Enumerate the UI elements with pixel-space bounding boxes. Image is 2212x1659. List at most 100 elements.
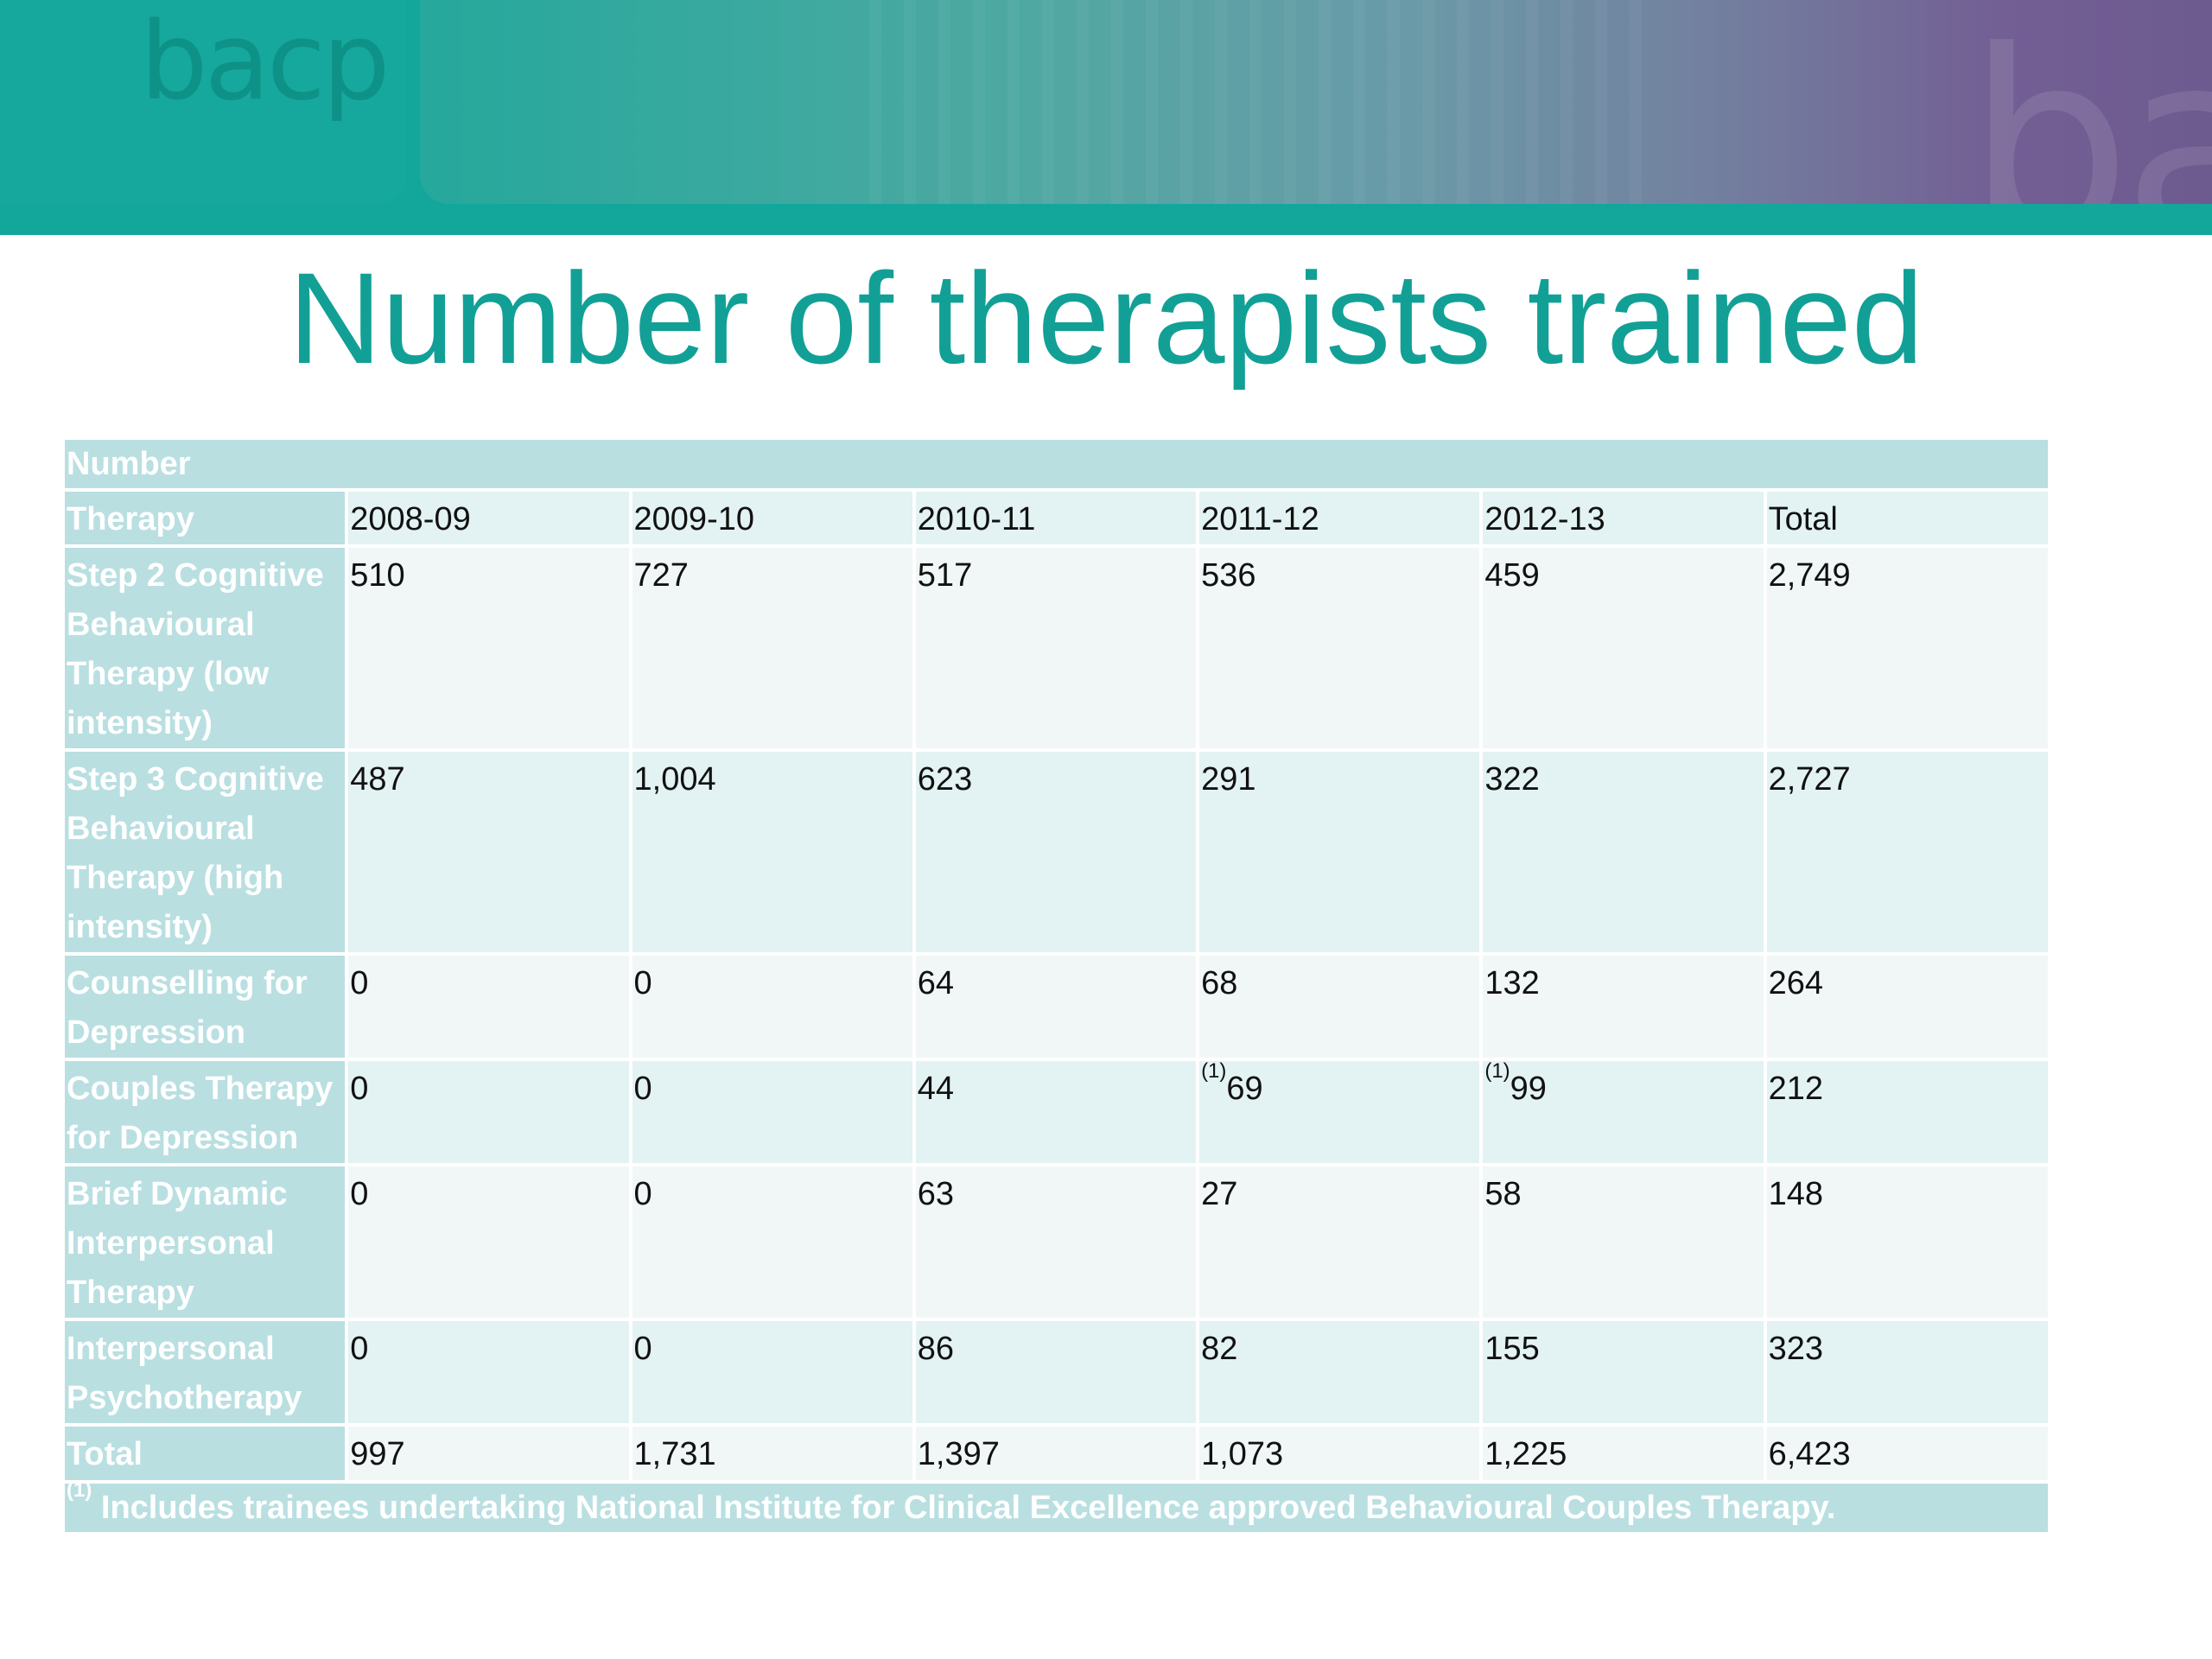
footnote-text: Includes trainees undertaking National I… xyxy=(92,1490,1836,1526)
row-label: Brief Dynamic Interpersonal Therapy xyxy=(65,1166,346,1318)
cell-value: 291 xyxy=(1201,761,1256,798)
row-label: Step 3 Cognitive Behavioural Therapy (hi… xyxy=(65,752,346,952)
row-label: Couples Therapy for Depression xyxy=(65,1061,346,1163)
logo-panel: bacp xyxy=(0,0,406,204)
cell-value: 264 xyxy=(1768,965,1823,1001)
footnote-marker: (1) xyxy=(1201,1059,1227,1083)
column-header-2010-11: 2010-11 xyxy=(915,492,1197,544)
table-cell: 0 xyxy=(632,1061,912,1163)
cell-value: 86 xyxy=(917,1331,955,1367)
cell-value: 1,225 xyxy=(1484,1436,1567,1472)
column-header-therapy: Therapy xyxy=(65,492,346,544)
row-label: Step 2 Cognitive Behavioural Therapy (lo… xyxy=(65,548,346,748)
cell-value: 1,073 xyxy=(1201,1436,1284,1472)
cell-value: 148 xyxy=(1768,1176,1823,1212)
cell-value: 0 xyxy=(633,965,652,1001)
table-caption-row: Number xyxy=(65,440,2048,488)
cell-value: 58 xyxy=(1484,1176,1522,1212)
table-cell: 0 xyxy=(348,1166,629,1318)
bacp-logo: bacp xyxy=(140,0,391,124)
table-cell: 291 xyxy=(1199,752,1480,952)
table-cell: 487 xyxy=(348,752,629,952)
table-cell: 997 xyxy=(348,1427,629,1480)
table-cell: 459 xyxy=(1483,548,1764,748)
table-cell: 63 xyxy=(915,1166,1197,1318)
cell-value: 27 xyxy=(1201,1176,1238,1212)
cell-value: 44 xyxy=(917,1071,955,1107)
table-cell: 2,727 xyxy=(1766,752,2048,952)
table-cell: (1)69 xyxy=(1199,1059,1480,1163)
table-cell: 82 xyxy=(1199,1321,1480,1423)
therapists-table: Number Therapy 2008-09 2009-10 2010-11 2… xyxy=(61,436,2051,1535)
table-cell: 0 xyxy=(632,1166,912,1318)
table-caption: Number xyxy=(65,440,2048,488)
cell-value: 0 xyxy=(633,1176,652,1212)
cell-value: 536 xyxy=(1201,557,1256,594)
table-cell: 1,731 xyxy=(632,1427,912,1480)
cell-value: 1,004 xyxy=(633,761,716,798)
cell-value: 0 xyxy=(350,1071,369,1107)
column-header-2009-10: 2009-10 xyxy=(632,492,912,544)
table-cell: 623 xyxy=(915,752,1197,952)
cell-value: 155 xyxy=(1484,1331,1540,1367)
cell-value: 212 xyxy=(1768,1071,1823,1107)
table-cell: 322 xyxy=(1483,752,1764,952)
cell-value: 0 xyxy=(350,965,369,1001)
column-header-2012-13: 2012-13 xyxy=(1483,492,1764,544)
cell-value: 0 xyxy=(350,1331,369,1367)
row-label: Counselling for Depression xyxy=(65,956,346,1058)
table-cell: 132 xyxy=(1483,956,1764,1058)
table-cell: 27 xyxy=(1199,1166,1480,1318)
table-cell: 0 xyxy=(348,956,629,1058)
cell-value: 1,397 xyxy=(917,1436,1000,1472)
table-row: Step 2 Cognitive Behavioural Therapy (lo… xyxy=(65,548,2048,748)
table-cell: 86 xyxy=(915,1321,1197,1423)
cell-value: 0 xyxy=(350,1176,369,1212)
table-cell: (1)99 xyxy=(1483,1061,1764,1163)
cell-value: 0 xyxy=(633,1331,652,1367)
cell-value: 0 xyxy=(633,1071,652,1107)
table-cell: 323 xyxy=(1766,1321,2048,1423)
cell-value: 64 xyxy=(917,965,955,1001)
table-cell: 0 xyxy=(632,956,912,1058)
table-row: Couples Therapy for Depression 0 0 44 (1)69(… xyxy=(65,1061,2048,1163)
row-label: Total xyxy=(65,1427,346,1480)
cell-value: 2,727 xyxy=(1768,761,1851,798)
cell-value: 997 xyxy=(350,1436,405,1472)
table-cell: 155 xyxy=(1483,1321,1764,1423)
table-total-row: Total 997 1,731 1,397 1,073 1,225 6,423 xyxy=(65,1427,2048,1480)
bacp-watermark: bacp xyxy=(1967,0,2212,205)
cell-value: 322 xyxy=(1484,761,1540,798)
table-cell: 1,225 xyxy=(1483,1427,1764,1480)
table-row: Brief Dynamic Interpersonal Therapy 0 0 63 2… xyxy=(65,1166,2048,1318)
footnote: (1) Includes trainees undertaking Nation… xyxy=(65,1480,2048,1532)
header-stripes xyxy=(869,0,1647,204)
table-cell: 64 xyxy=(915,956,1197,1058)
table-cell: 536 xyxy=(1199,548,1480,748)
cell-value: 6,423 xyxy=(1768,1436,1851,1472)
column-header-2008-09: 2008-09 xyxy=(348,492,629,544)
column-header-total: Total xyxy=(1766,492,2048,544)
table-cell: 148 xyxy=(1766,1166,2048,1318)
table-cell: 517 xyxy=(915,548,1197,748)
cell-value: 727 xyxy=(633,557,689,594)
table-cell: 0 xyxy=(632,1321,912,1423)
table-row: Interpersonal Psychotherapy 0 0 86 82 155 323 xyxy=(65,1321,2048,1423)
cell-value: 510 xyxy=(350,557,405,594)
page-title: Number of therapists trained xyxy=(288,245,1924,391)
table-row: Counselling for Depression 0 0 64 68 132 264 xyxy=(65,956,2048,1058)
table-cell: 58 xyxy=(1483,1166,1764,1318)
cell-value: 323 xyxy=(1768,1331,1823,1367)
cell-value: 82 xyxy=(1201,1331,1238,1367)
cell-value: 132 xyxy=(1484,965,1540,1001)
table-cell: 1,397 xyxy=(915,1427,1197,1480)
cell-value: 459 xyxy=(1484,557,1540,594)
cell-value: 517 xyxy=(917,557,973,594)
cell-value: 69 xyxy=(1226,1071,1263,1107)
table-cell: 510 xyxy=(348,548,629,748)
table-cell: 2,749 xyxy=(1766,548,2048,748)
table-cell: 0 xyxy=(348,1061,629,1163)
table-cell: 727 xyxy=(632,548,912,748)
cell-value: 487 xyxy=(350,761,405,798)
table-cell: 0 xyxy=(348,1321,629,1423)
